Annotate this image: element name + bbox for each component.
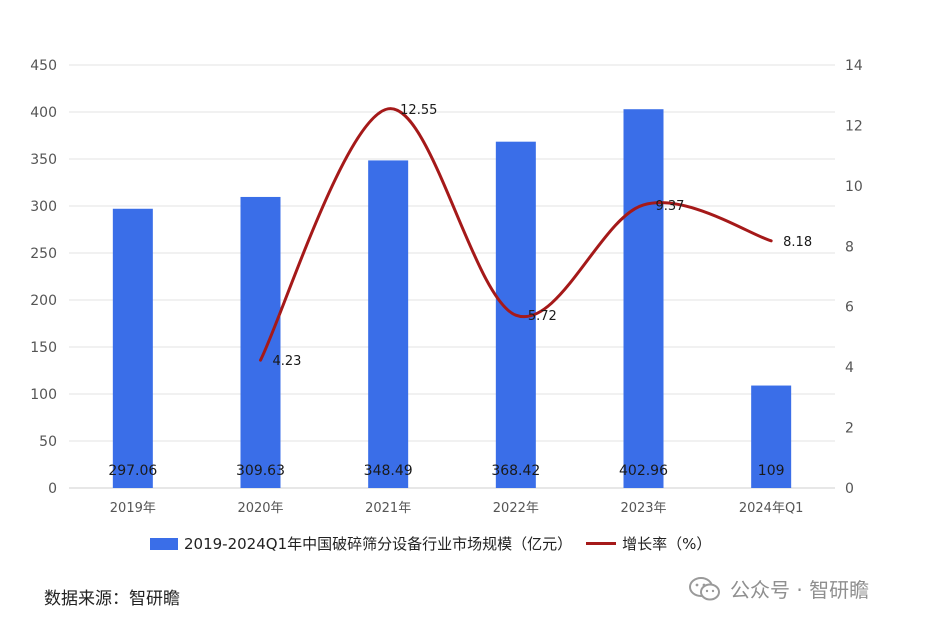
x-tick-label: 2019年 xyxy=(110,501,156,516)
right-y-axis: 0 2 4 6 8 10 12 14 xyxy=(845,58,863,497)
line-value-label: 4.23 xyxy=(273,354,302,369)
left-tick-label: 200 xyxy=(30,293,57,309)
right-tick-label: 0 xyxy=(845,481,854,497)
left-tick-label: 400 xyxy=(30,105,57,121)
left-tick-label: 0 xyxy=(48,481,57,497)
right-tick-label: 4 xyxy=(845,360,854,376)
legend-item-bar[interactable]: 2019-2024Q1年中国破碎筛分设备行业市场规模（亿元） xyxy=(150,533,572,554)
bar-value-label: 297.06 xyxy=(108,463,157,479)
left-tick-label: 150 xyxy=(30,340,57,356)
x-tick-label: 2024年Q1 xyxy=(739,501,804,516)
bar-value-label: 368.42 xyxy=(491,463,540,479)
watermark-text: 公众号 · 智研瞻 xyxy=(730,578,870,602)
right-tick-label: 14 xyxy=(845,58,863,74)
watermark: 公众号 · 智研瞻 xyxy=(688,574,869,603)
right-tick-label: 2 xyxy=(845,421,854,437)
line-value-label: 9.37 xyxy=(656,199,685,214)
left-tick-label: 450 xyxy=(30,58,57,74)
bar xyxy=(368,160,409,488)
right-tick-label: 8 xyxy=(845,239,854,255)
bar-value-label: 309.63 xyxy=(236,463,285,479)
gridlines xyxy=(69,64,835,489)
line-value-label: 8.18 xyxy=(783,235,812,250)
bar-series xyxy=(112,109,792,489)
legend-line-swatch xyxy=(586,542,617,545)
legend-bar-swatch xyxy=(150,537,178,550)
left-tick-label: 50 xyxy=(39,434,57,450)
wechat-icon xyxy=(689,576,720,600)
x-tick-label: 2021年 xyxy=(365,501,411,516)
bar-value-label: 402.96 xyxy=(619,463,668,479)
growth-line xyxy=(259,107,773,362)
legend: 2019-2024Q1年中国破碎筛分设备行业市场规模（亿元） 增长率（%） xyxy=(150,533,725,554)
left-tick-label: 350 xyxy=(30,152,57,168)
bar xyxy=(751,385,792,488)
x-axis: 2019年 2020年 2021年 2022年 2023年 2024年Q1 xyxy=(110,501,804,516)
legend-line-label: 增长率（%） xyxy=(622,535,712,553)
line-value-label: 12.55 xyxy=(400,103,437,118)
line-value-labels: 4.23 12.55 5.72 9.37 8.18 xyxy=(273,103,813,369)
right-tick-label: 10 xyxy=(845,179,863,195)
source-note: 数据来源：智研瞻 xyxy=(44,589,180,609)
bar xyxy=(623,109,664,489)
growth-line-series xyxy=(259,107,773,362)
right-tick-label: 12 xyxy=(845,118,863,134)
legend-bar-label: 2019-2024Q1年中国破碎筛分设备行业市场规模（亿元） xyxy=(184,535,573,553)
bar-value-labels: 297.06 309.63 348.49 368.42 402.96 109 xyxy=(108,463,784,479)
bar xyxy=(240,196,281,488)
right-tick-label: 6 xyxy=(845,300,854,316)
line-value-label: 5.72 xyxy=(528,309,557,324)
left-y-axis: 0 50 100 150 200 250 300 350 400 450 xyxy=(30,58,57,497)
x-tick-label: 2022年 xyxy=(493,501,539,516)
bar-value-label: 348.49 xyxy=(364,463,413,479)
left-tick-label: 250 xyxy=(30,246,57,262)
bar-value-label: 109 xyxy=(758,463,785,479)
bar xyxy=(112,208,153,488)
x-tick-label: 2020年 xyxy=(237,501,283,516)
x-tick-label: 2023年 xyxy=(620,501,666,516)
left-tick-label: 100 xyxy=(30,387,57,403)
combo-chart: 297.06 309.63 348.49 368.42 402.96 109 4.23 12… xyxy=(30,58,863,516)
legend-item-line[interactable]: 增长率（%） xyxy=(586,533,711,554)
left-tick-label: 300 xyxy=(30,199,57,215)
